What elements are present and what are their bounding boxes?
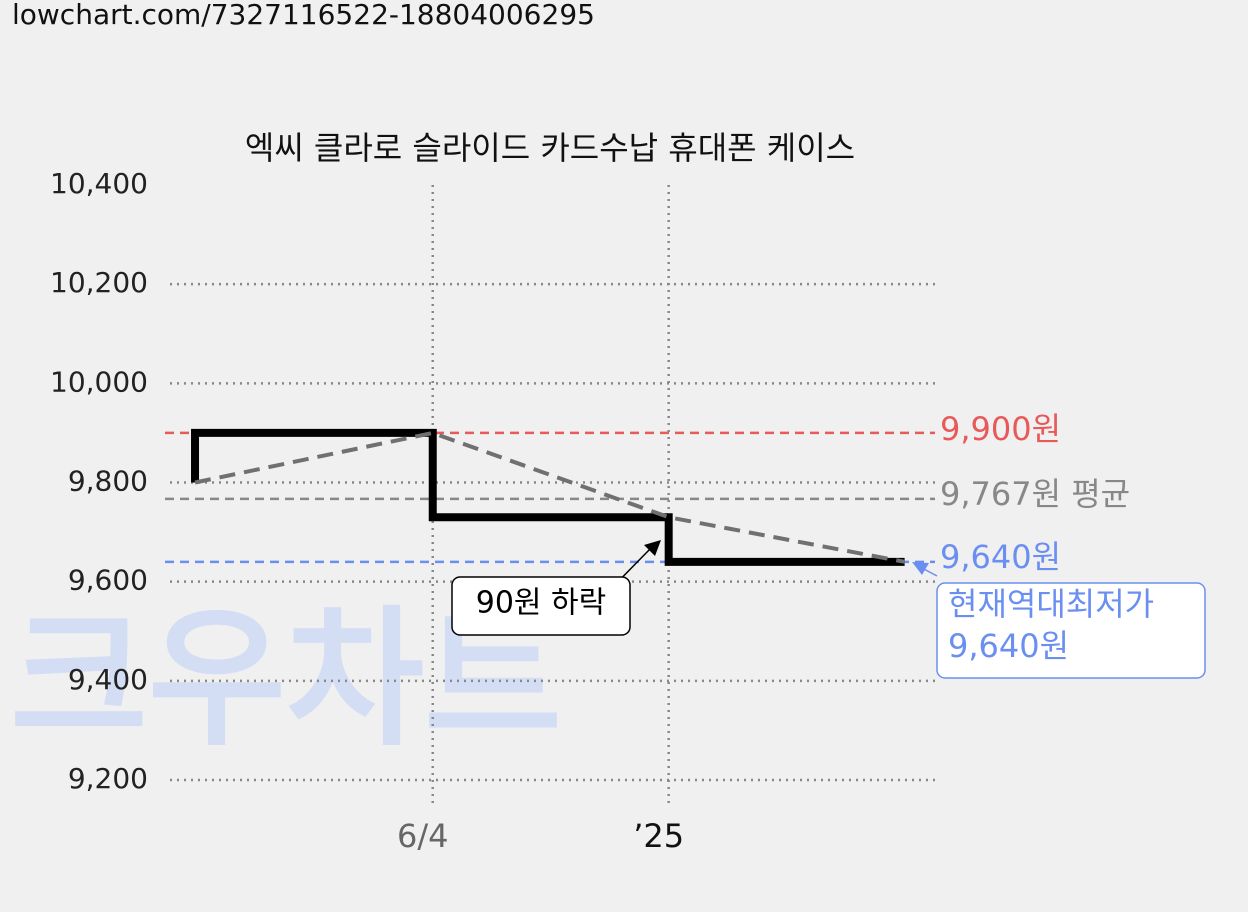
chart-title: 엑씨 클라로 슬라이드 카드수납 휴대폰 케이스 xyxy=(245,129,855,167)
annotation-text: 현재역대최저가 xyxy=(948,585,1154,623)
y-tick-label: 10,200 xyxy=(50,266,148,299)
annotation-text: 9,640원 xyxy=(948,627,1069,665)
y-tick-label: 10,400 xyxy=(50,167,148,200)
annotation-text: 90원 하락 xyxy=(476,586,607,621)
trend-line xyxy=(194,430,905,564)
arrow-head xyxy=(912,562,929,575)
reference-label: 9,900원 xyxy=(940,410,1061,448)
url: lowchart.com/7327116522-18804006295 xyxy=(12,0,595,31)
price-line xyxy=(191,428,905,566)
reference-label: 9,767원 평균 xyxy=(940,475,1130,513)
x-tick-label: 6/4 xyxy=(397,817,449,855)
x-tick-label: ’25 xyxy=(633,817,684,855)
y-tick-label: 9,400 xyxy=(68,663,148,696)
y-tick-label: 9,600 xyxy=(68,564,148,597)
arrow-head xyxy=(644,540,661,556)
y-tick-label: 9,800 xyxy=(68,465,148,498)
annotation-box xyxy=(451,576,631,636)
annotation-box xyxy=(936,582,1206,679)
y-tick-label: 10,000 xyxy=(50,365,148,398)
reference-label: 9,640원 xyxy=(940,538,1061,576)
y-tick-label: 9,200 xyxy=(68,762,148,795)
